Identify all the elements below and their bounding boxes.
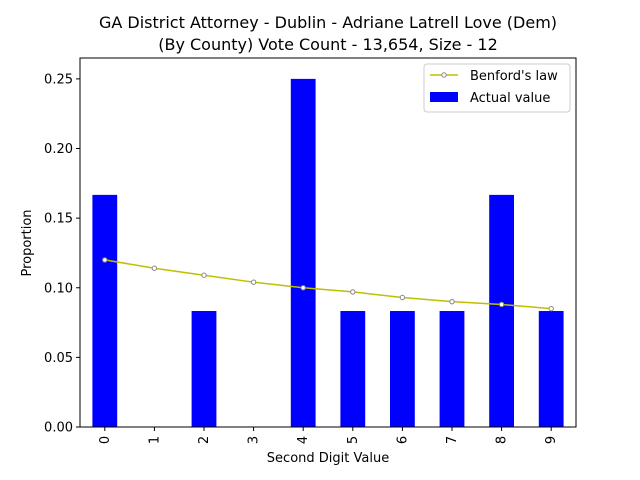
actual-bar-6: [390, 311, 415, 427]
x-tick-label: 6: [395, 436, 410, 444]
y-tick-label: 0.25: [44, 72, 73, 87]
benford-point-9: [548, 305, 554, 312]
y-axis-label: Proportion: [20, 209, 35, 276]
y-tick-label: 0.15: [44, 212, 73, 227]
actual-bar-8: [489, 194, 514, 427]
chart-title-line2: (By County) Vote Count - 13,654, Size - …: [158, 35, 498, 54]
benford-point-3: [250, 279, 257, 285]
x-tick-label: 1: [147, 436, 162, 444]
benford-line: [104, 259, 552, 310]
actual-bar-4: [290, 78, 316, 428]
plot-frame: [79, 57, 577, 428]
x-tick-label: 7: [445, 436, 460, 444]
benford-point-8: [498, 301, 505, 308]
x-axis: 0 1 2 3 4 5 6 7 8 9: [98, 427, 559, 444]
benford-point-1: [151, 265, 158, 271]
benford-point-2: [201, 272, 207, 278]
y-tick-label: 0.00: [44, 421, 73, 436]
benford-point-7: [449, 298, 455, 305]
actual-bar-7: [439, 311, 465, 427]
x-tick-label: 3: [247, 436, 262, 444]
actual-bar-0: [92, 194, 118, 427]
x-axis-label: Second Digit Value: [267, 451, 389, 466]
legend-actual-label: Actual value: [470, 91, 550, 106]
x-tick-label: 4: [296, 436, 311, 444]
bars-layer: [92, 78, 564, 428]
x-tick-label: 2: [197, 436, 212, 444]
legend-actual-swatch: [430, 92, 458, 102]
benford-point-6: [399, 294, 406, 301]
x-tick-label: 8: [495, 436, 510, 444]
y-axis: 0.00 0.05 0.10 0.15 0.20 0.25: [44, 72, 80, 436]
x-tick-label: 5: [346, 436, 361, 444]
actual-bar-5: [340, 311, 366, 427]
legend-box: [423, 63, 571, 113]
chart-title-line1: GA District Attorney - Dublin - Adriane …: [99, 13, 557, 32]
benford-line-layer: [102, 257, 554, 312]
benford-point-5: [350, 289, 356, 295]
y-tick-label: 0.05: [44, 351, 73, 366]
actual-bar-9: [538, 311, 564, 427]
y-tick-label: 0.10: [44, 281, 73, 296]
benford-point-4: [300, 285, 306, 291]
legend-benford-label: Benford's law: [470, 69, 558, 84]
legend: Benford's law Actual value: [423, 63, 571, 113]
benford-point-0: [102, 257, 108, 263]
x-tick-label: 0: [98, 436, 113, 444]
x-tick-label: 9: [544, 436, 559, 444]
actual-bar-2: [191, 311, 217, 427]
legend-benford-marker: [441, 72, 447, 78]
y-tick-label: 0.20: [44, 142, 73, 157]
